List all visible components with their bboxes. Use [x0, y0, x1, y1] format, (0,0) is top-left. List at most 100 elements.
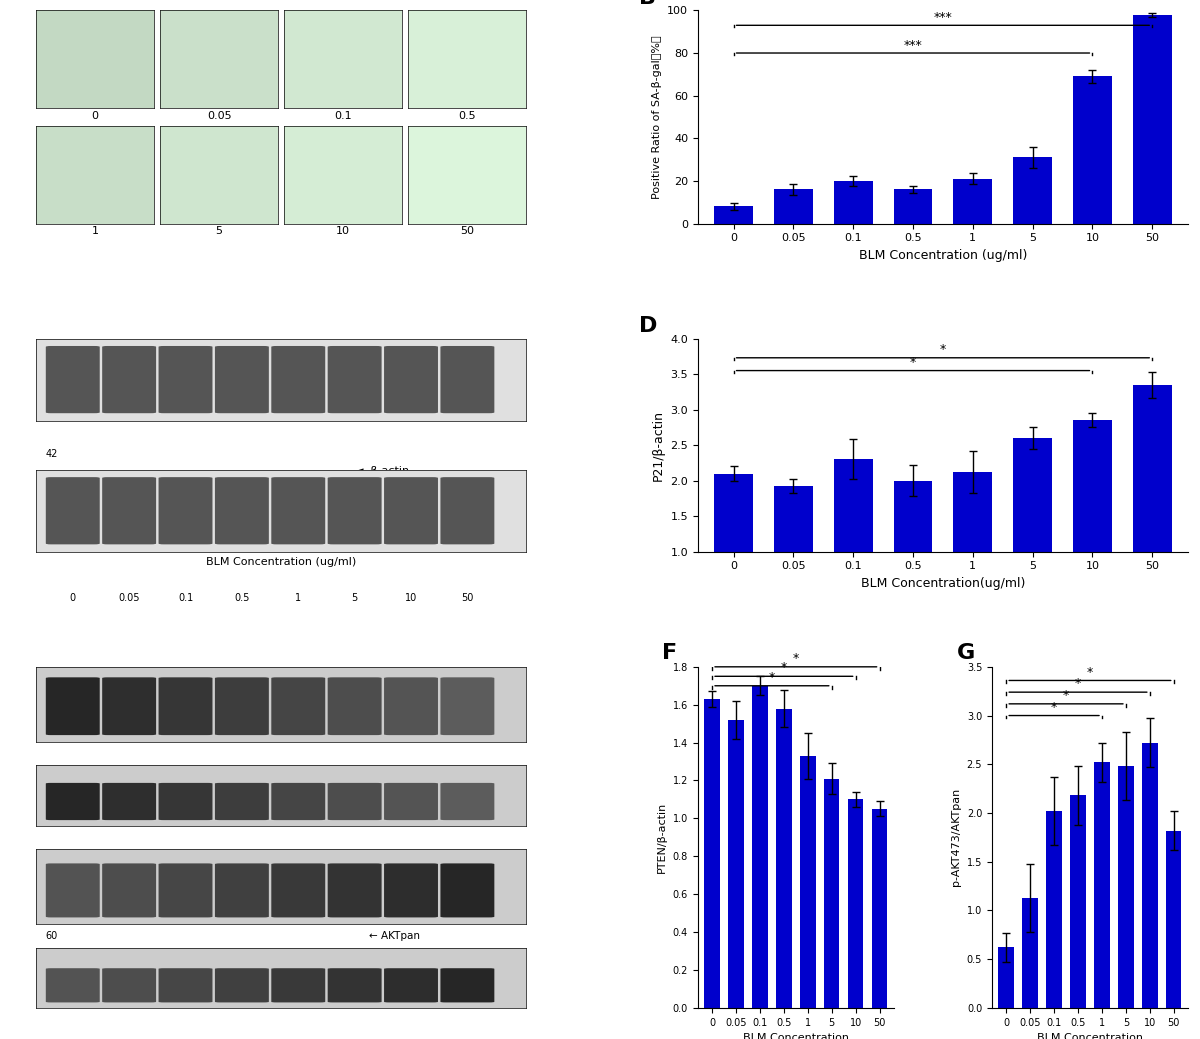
Bar — [1133, 15, 1171, 223]
FancyBboxPatch shape — [328, 346, 382, 414]
FancyBboxPatch shape — [102, 477, 156, 544]
FancyBboxPatch shape — [440, 346, 494, 414]
X-axis label: 0.5: 0.5 — [458, 111, 476, 121]
Text: *: * — [940, 343, 946, 356]
Text: B: B — [638, 0, 656, 8]
Bar — [774, 189, 812, 223]
Y-axis label: PTEN/β-actin: PTEN/β-actin — [658, 802, 667, 873]
Y-axis label: p-AKT473/AKTpan: p-AKT473/AKTpan — [952, 789, 961, 886]
Text: ← AKTpan: ← AKTpan — [370, 931, 420, 941]
Text: BLM Concentration (ug/ml): BLM Concentration (ug/ml) — [148, 993, 298, 1003]
FancyBboxPatch shape — [384, 346, 438, 414]
Bar — [998, 948, 1014, 1008]
Y-axis label: P21/β-actin: P21/β-actin — [652, 409, 665, 481]
Text: 42: 42 — [46, 781, 58, 791]
X-axis label: 1: 1 — [91, 227, 98, 236]
FancyBboxPatch shape — [215, 477, 269, 544]
Text: C: C — [46, 343, 62, 363]
FancyBboxPatch shape — [384, 968, 438, 1003]
FancyBboxPatch shape — [158, 783, 212, 820]
Text: 0.1: 0.1 — [186, 981, 200, 989]
Bar — [894, 189, 932, 223]
FancyBboxPatch shape — [440, 677, 494, 736]
FancyBboxPatch shape — [440, 477, 494, 544]
X-axis label: 0: 0 — [91, 111, 98, 121]
Text: 0.5: 0.5 — [242, 981, 257, 989]
Bar — [1166, 830, 1182, 1008]
Text: ← PTEN: ← PTEN — [370, 707, 408, 716]
FancyBboxPatch shape — [46, 477, 100, 544]
Text: E: E — [46, 673, 61, 694]
FancyBboxPatch shape — [215, 863, 269, 917]
Text: *: * — [793, 651, 799, 665]
Text: *: * — [1051, 700, 1057, 714]
Text: *: * — [910, 356, 916, 369]
Bar — [1046, 811, 1062, 1008]
FancyBboxPatch shape — [328, 968, 382, 1003]
FancyBboxPatch shape — [328, 477, 382, 544]
FancyBboxPatch shape — [440, 783, 494, 820]
Text: ◄  β-actin: ◄ β-actin — [355, 465, 409, 476]
Text: 0: 0 — [70, 592, 76, 603]
Bar — [834, 181, 872, 223]
Bar — [1142, 743, 1158, 1008]
X-axis label: 10: 10 — [336, 227, 350, 236]
Text: 55: 55 — [46, 707, 59, 716]
FancyBboxPatch shape — [102, 677, 156, 736]
Text: A: A — [50, 17, 70, 41]
Bar — [774, 485, 812, 622]
Bar — [953, 472, 992, 622]
Bar — [728, 720, 744, 1008]
FancyBboxPatch shape — [215, 346, 269, 414]
Text: BLM
(ug/ml): BLM (ug/ml) — [46, 166, 82, 187]
Text: *: * — [1075, 677, 1081, 690]
Text: 50: 50 — [461, 592, 474, 603]
FancyBboxPatch shape — [102, 346, 156, 414]
Bar — [1022, 898, 1038, 1008]
Text: F: F — [662, 643, 678, 664]
Text: 0.1: 0.1 — [178, 592, 193, 603]
Bar — [776, 709, 792, 1008]
FancyBboxPatch shape — [440, 968, 494, 1003]
Text: 10: 10 — [413, 981, 424, 989]
Bar — [1073, 77, 1111, 223]
Text: kDa: kDa — [46, 684, 65, 694]
FancyBboxPatch shape — [46, 677, 100, 736]
Bar — [1013, 438, 1052, 622]
Bar — [1013, 158, 1052, 223]
FancyBboxPatch shape — [46, 783, 100, 820]
FancyBboxPatch shape — [46, 968, 100, 1003]
Text: 60: 60 — [46, 856, 58, 867]
FancyBboxPatch shape — [271, 677, 325, 736]
Bar — [953, 179, 992, 223]
FancyBboxPatch shape — [328, 783, 382, 820]
FancyBboxPatch shape — [271, 346, 325, 414]
FancyBboxPatch shape — [102, 783, 156, 820]
FancyBboxPatch shape — [384, 677, 438, 736]
Text: 1: 1 — [302, 981, 308, 989]
Text: ***: *** — [904, 38, 923, 52]
Text: 0.05: 0.05 — [119, 592, 140, 603]
X-axis label: BLM Concentration
(ug/ml): BLM Concentration (ug/ml) — [743, 1033, 848, 1039]
X-axis label: BLM Concentration (ug/ml): BLM Concentration (ug/ml) — [859, 248, 1027, 262]
Text: 0.5: 0.5 — [234, 592, 250, 603]
Bar — [894, 481, 932, 622]
Text: 50: 50 — [469, 981, 480, 989]
Text: 0: 0 — [77, 981, 83, 989]
FancyBboxPatch shape — [215, 783, 269, 820]
Bar — [1073, 421, 1111, 622]
FancyBboxPatch shape — [271, 783, 325, 820]
FancyBboxPatch shape — [46, 863, 100, 917]
X-axis label: 5: 5 — [216, 227, 222, 236]
FancyBboxPatch shape — [102, 863, 156, 917]
Bar — [1133, 384, 1171, 622]
FancyBboxPatch shape — [158, 346, 212, 414]
FancyBboxPatch shape — [158, 477, 212, 544]
Text: *: * — [1063, 689, 1069, 702]
X-axis label: 50: 50 — [460, 227, 474, 236]
Text: ◄  P21: ◄ P21 — [355, 380, 391, 391]
X-axis label: BLM Concentration(ug/ml): BLM Concentration(ug/ml) — [860, 577, 1025, 590]
FancyBboxPatch shape — [271, 968, 325, 1003]
FancyBboxPatch shape — [215, 677, 269, 736]
Bar — [1094, 763, 1110, 1008]
